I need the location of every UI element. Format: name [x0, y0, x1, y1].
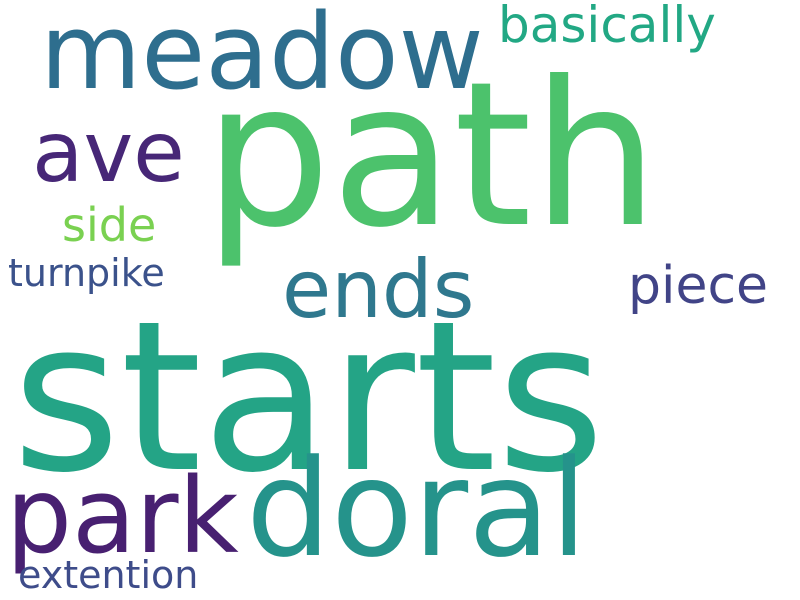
word-piece: piece — [628, 256, 769, 316]
word-ends: ends — [282, 243, 475, 336]
word-turnpike: turnpike — [8, 251, 165, 295]
word-path: path — [204, 39, 659, 272]
word-starts: starts — [12, 277, 605, 519]
word-doral: doral — [246, 431, 588, 587]
word-side: side — [62, 198, 157, 252]
word-meadow: meadow — [40, 0, 484, 113]
word-extention: extention — [18, 553, 199, 597]
word-park: park — [6, 455, 239, 577]
word-ave: ave — [32, 103, 185, 201]
word-basically: basically — [498, 0, 716, 54]
